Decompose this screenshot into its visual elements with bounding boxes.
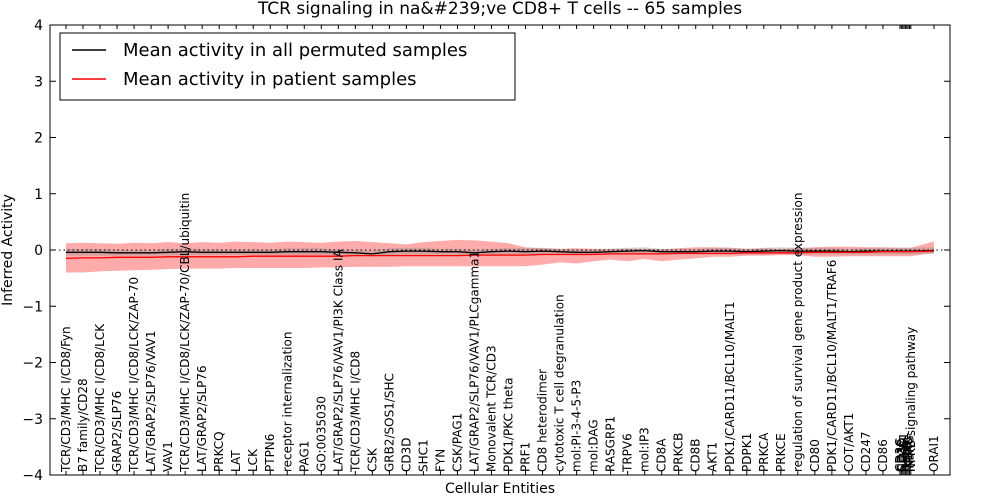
x-category-label: CHUK (900, 437, 914, 472)
x-category-label: TCR/CD3/MHC I/CD8/Fyn (59, 326, 73, 473)
x-category-label: GRAP2/SLP76 (110, 391, 124, 472)
x-category-label: TRPV6 (621, 433, 635, 473)
x-category-label: AKT1 (706, 442, 720, 472)
legend-label-permuted: Mean activity in all permuted samples (123, 40, 467, 61)
x-category-label: CD3E (894, 439, 908, 472)
x-category-label: PDK1/PKC theta (502, 378, 516, 472)
legend: Mean activity in all permuted samples Me… (59, 32, 516, 101)
x-category-label: LAT/GRAP2/SLP76/VAV1/PLCgamma1 (468, 251, 482, 472)
x-category-label: B7 family/CD28 (76, 378, 90, 472)
x-category-label: GRB2/SOS1/SHC (382, 373, 396, 472)
legend-box (59, 32, 516, 101)
x-category-label: CSK (365, 447, 379, 472)
x-category-label: TCR/CD3/MHC I/CD8/LCK/ZAP-70/CBL/ubiquit… (178, 193, 192, 473)
y-tick-label: 2 (34, 131, 43, 147)
x-category-label: mol:DAG (587, 419, 601, 472)
x-category-label: IKBKG (903, 435, 917, 472)
x-category-label: LAT/GRAP2/SLP76/VAV1/PI3K Class IA (331, 248, 345, 472)
x-category-label: CD80 (808, 439, 822, 472)
x-axis-title: Cellular Entities (445, 481, 555, 497)
plot-frame (49, 24, 951, 476)
x-category-label: regulation of survival gene product expr… (791, 193, 805, 472)
y-tick-label: 4 (34, 18, 43, 34)
x-category-label: LCK (246, 448, 260, 472)
x-category-label: CD3G (893, 437, 907, 472)
x-category-label: NFKB1 (897, 432, 911, 472)
x-category-label: TCR/CD3/MHC I/CD8/LCK (93, 323, 107, 473)
x-category-label: NFKB signaling pathway (904, 327, 918, 472)
y-tick-label: −2 (22, 356, 43, 372)
x-category-label: COT/AKT1 (842, 413, 856, 472)
x-category-label: TCR/CD3/MHC I/CD8 (348, 351, 362, 473)
x-category-label: SHC1 (416, 439, 430, 472)
plot-area (50, 239, 950, 273)
x-category-label: IKBKB (901, 436, 915, 472)
x-category-label: PAG1 (297, 441, 311, 472)
x-category-label: receptor internalization (280, 332, 294, 472)
legend-label-patient: Mean activity in patient samples (123, 69, 417, 90)
chart-title: TCR signaling in na&#239;ve CD8+ T cells… (257, 0, 742, 19)
x-category-label: RASGRP1 (604, 416, 618, 472)
x-category-label: PRKCQ (212, 431, 226, 472)
x-category-label: LAT/GRAP2/SLP76/VAV1 (144, 331, 158, 472)
x-category-label: LAT (229, 450, 243, 472)
x-category-label: Monovalent TCR/CD3 (485, 345, 499, 472)
x-category-label: CD86 (876, 439, 890, 472)
y-axis: 4 3 2 1 0 −1 −2 −3 −4 (22, 18, 950, 484)
x-category-label: PRKCE (774, 433, 788, 472)
x-category-label: LAT/GRAP2/SLP76 (195, 365, 209, 472)
y-axis-title: Inferred Activity (0, 194, 16, 306)
x-category-label: PTPN6 (263, 434, 277, 472)
x-category-label: RELA (898, 440, 912, 472)
x-category-label: CD3D (896, 438, 910, 473)
x-category-label: PRF1 (519, 442, 533, 472)
y-tick-label: 0 (34, 243, 43, 259)
x-category-label: cytotoxic T cell degranulation (553, 294, 567, 472)
x-category-label: CD8A (655, 438, 669, 472)
x-axis-category-labels: TCR/CD3/MHC I/CD8/Fyn B7 family/CD28 TCR/C… (59, 25, 941, 475)
x-category-label: VAV1 (161, 441, 175, 472)
y-tick-label: 1 (34, 187, 43, 203)
x-category-label: mol:IP3 (638, 427, 652, 472)
x-category-label: PDK1/CARD11/BCL10/MALT1/TRAF6 (825, 260, 839, 472)
y-tick-label: −4 (22, 468, 43, 484)
x-category-label: PRKCB (672, 433, 686, 472)
y-tick-label: −1 (22, 299, 43, 315)
y-tick-label: 3 (34, 74, 43, 90)
x-category-label: CD8B (689, 439, 703, 473)
x-category-label: TCR/CD3/MHC I/CD8/LCK/ZAP-70 (127, 277, 141, 473)
x-category-label: mol:PI-3-4-5-P3 (570, 380, 584, 472)
y-tick-label: −3 (22, 412, 43, 428)
x-category-label: CD8 heterodimer (536, 369, 550, 472)
x-category-label: CD3D (399, 438, 413, 473)
x-category-label: ORAI1 (927, 435, 941, 472)
patient-confidence-band (66, 239, 934, 273)
x-category-label: PDPK1 (740, 433, 754, 472)
x-category-label: FYN (433, 449, 447, 472)
patient-mean-line (65, 250, 935, 260)
x-category-label: PDK1/CARD11/BCL10/MALT1 (723, 302, 737, 472)
x-category-label: GO:0035030 (314, 396, 328, 472)
x-category-label: PRKCA (757, 432, 771, 472)
x-category-label: CSK/PAG1 (451, 413, 465, 472)
x-category-label: CD247 (859, 431, 873, 472)
